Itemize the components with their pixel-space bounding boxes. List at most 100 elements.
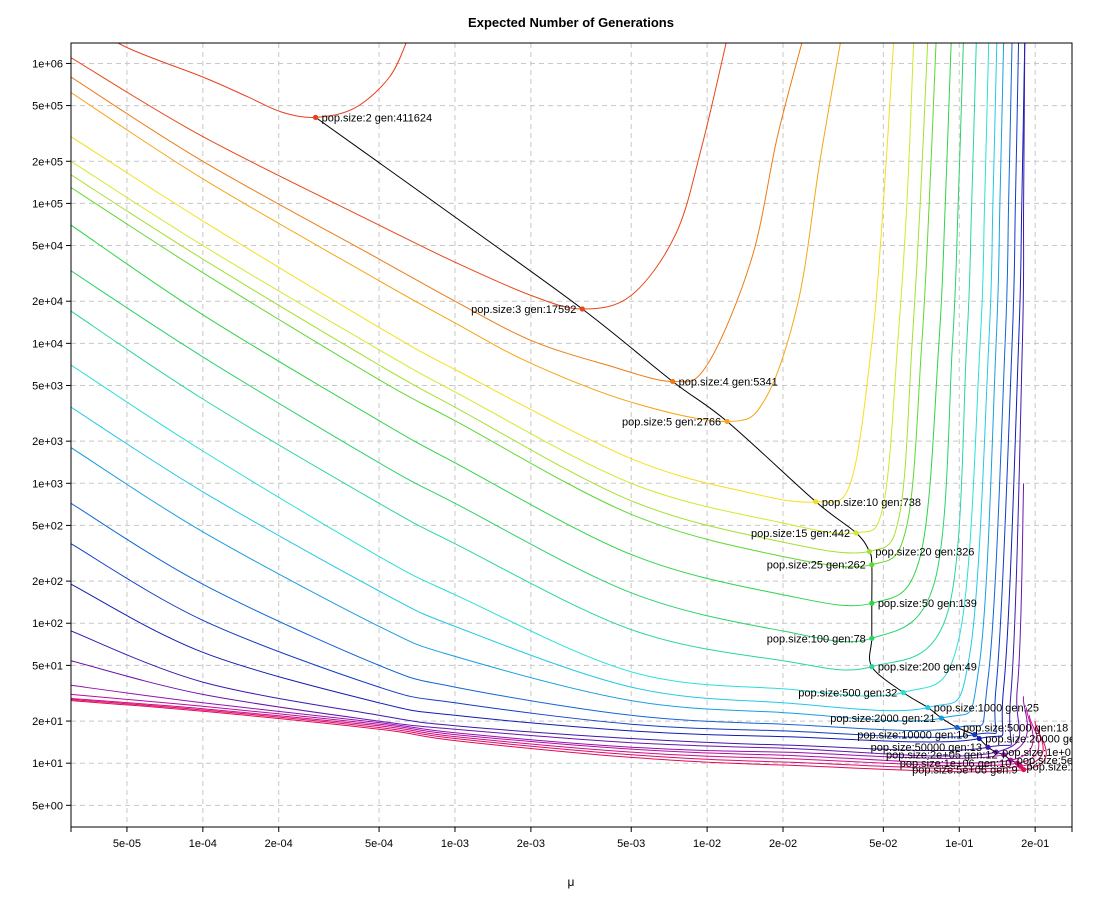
series-line: [71, 43, 977, 671]
axes: 5e-05 1e-04 2e-04 5e-04 1e-03 2e-03 5e-03 1e-02…: [32, 58, 1073, 850]
x-tick-label: 1e-03: [441, 838, 469, 850]
x-tick-label: 2e-04: [265, 838, 293, 850]
series-line: [116, 43, 407, 119]
grid-lines: [71, 43, 1072, 827]
minimum-label: pop.size:15 gen:442: [751, 528, 850, 540]
series-line: [71, 483, 1025, 757]
minimum-point: [971, 732, 978, 738]
minimum-point: [312, 114, 319, 121]
y-tick-label: 5e+00: [32, 800, 63, 812]
minimum-point: [1001, 752, 1007, 758]
minimum-label: pop.size:20 gen:326: [875, 546, 974, 558]
y-tick-label: 2e+04: [32, 296, 63, 308]
minimum-point: [985, 744, 991, 750]
minimum-markers: [312, 114, 1027, 773]
minimum-label: pop.size:2e+05 gen:12: [886, 750, 998, 762]
series-line: [71, 698, 1040, 767]
minimum-label: pop.size:2e+06 gen:10: [1027, 761, 1100, 773]
series-line: [71, 43, 998, 712]
minimum-point: [938, 715, 945, 721]
series-line: [71, 43, 937, 568]
minimum-label: pop.size:1e+06 gen:10: [900, 758, 1012, 770]
y-tick-label: 5e+02: [32, 520, 63, 532]
x-tick-label: 5e-02: [869, 838, 897, 850]
series-line: [71, 43, 929, 554]
minimum-label: pop.size:5e+06 gen:9: [912, 765, 1018, 777]
series-line: [71, 43, 895, 503]
x-tick-label: 1e-04: [189, 838, 217, 850]
minimum-label: pop.size:3 gen:17592: [471, 304, 576, 316]
y-tick-label: 1e+05: [32, 198, 63, 210]
minimum-point: [1014, 760, 1020, 766]
minimum-label: pop.size:2000 gen:21: [830, 713, 935, 725]
minimum-label: pop.size:5e+05 gen:11: [1017, 755, 1100, 767]
minimum-point: [976, 735, 982, 742]
minimum-label: pop.size:2 gen:411624: [322, 112, 433, 124]
x-tick-label: 5e-05: [113, 838, 141, 850]
minimum-label: pop.size:4 gen:5341: [679, 376, 778, 388]
minimum-point: [869, 562, 875, 568]
series-line: [71, 43, 1005, 722]
minimum-point: [993, 749, 999, 755]
plot-frame: [70, 42, 1073, 828]
minimum-label: pop.size:50000 gen:13: [871, 742, 982, 754]
x-tick-label: 5e-03: [617, 838, 645, 850]
minimum-point: [866, 548, 872, 555]
chart-title: Expected Number of Generations: [468, 15, 674, 30]
minimum-point: [853, 530, 859, 536]
y-tick-label: 2e+05: [32, 156, 63, 168]
minimum-point: [925, 704, 931, 711]
minimum-point: [670, 378, 676, 385]
minimum-point: [869, 664, 875, 670]
x-tick-label: 2e-03: [517, 838, 545, 850]
minimum-label: pop.size:500 gen:32: [798, 687, 897, 699]
series-line: [71, 43, 990, 697]
minimum-point: [579, 306, 585, 312]
x-tick-label: 2e-01: [1021, 838, 1049, 850]
minimum-label: pop.size:100 gen:78: [767, 633, 866, 645]
minimum-point: [813, 499, 819, 505]
series-line: [71, 43, 1026, 752]
y-tick-label: 1e+06: [32, 58, 63, 70]
minimum-label: pop.size:1e+05 gen:12: [1002, 747, 1100, 759]
y-tick-label: 5e+04: [32, 241, 63, 253]
series-line: [71, 43, 915, 535]
series-line: [71, 43, 1026, 743]
series-line: [71, 43, 1013, 731]
minimum-point: [1008, 757, 1014, 763]
minimum-point: [724, 418, 730, 425]
series-line: [71, 43, 952, 607]
series-line: [71, 43, 803, 383]
series-line: [71, 43, 727, 310]
minimum-labels: pop.size:2 gen:411624 pop.size:3 gen:1759…: [322, 112, 1100, 777]
minimum-point: [869, 635, 875, 641]
x-tick-label: 5e-04: [365, 838, 393, 850]
minimum-label: pop.size:20000 gen:15: [985, 734, 1096, 746]
series-line: [71, 43, 964, 643]
series-group: [71, 43, 1047, 773]
minimum-point: [869, 600, 875, 606]
minimum-label: pop.size:1000 gen:25: [934, 703, 1039, 715]
series-line: [71, 693, 1034, 764]
y-tick-label: 1e+04: [32, 338, 63, 350]
series-line: [71, 699, 1044, 770]
series-line: [71, 43, 841, 423]
minimum-label: pop.size:5 gen:2766: [622, 416, 721, 428]
minimum-label: pop.size:25 gen:262: [767, 560, 866, 572]
y-tick-label: 5e+03: [32, 380, 63, 392]
minimum-point: [1021, 766, 1027, 773]
minimum-point: [900, 689, 906, 696]
minimum-label: pop.size:10000 gen:16: [857, 730, 968, 742]
y-tick-label: 1e+01: [32, 758, 63, 770]
minimum-point: [954, 724, 960, 731]
y-tick-label: 5e+01: [32, 660, 63, 672]
x-tick-label: 2e-02: [769, 838, 797, 850]
series-line: [71, 700, 1047, 773]
minimum-label: pop.size:50 gen:139: [878, 598, 977, 610]
x-tick-label: 1e-01: [945, 838, 973, 850]
y-tick-label: 5e+05: [32, 101, 63, 113]
x-axis-label: μ: [568, 875, 575, 889]
minimum-point: [1017, 763, 1024, 769]
y-tick-label: 1e+02: [32, 618, 63, 630]
